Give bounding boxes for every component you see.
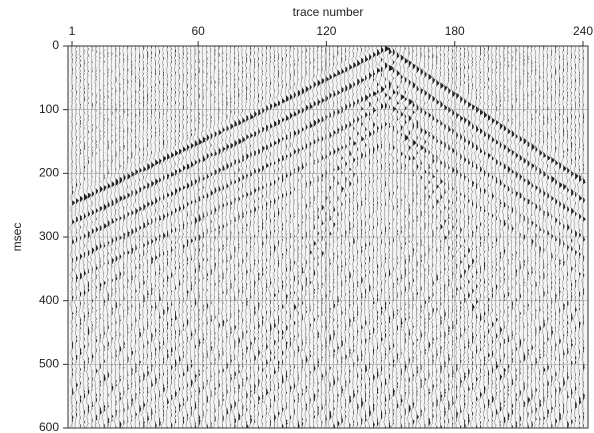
x-tick-label: 120 <box>316 24 336 38</box>
trace-fill <box>448 46 451 428</box>
trace-fill <box>507 46 511 428</box>
trace-fill <box>230 46 234 428</box>
x-tick-label: 1 <box>69 24 76 38</box>
trace-fill <box>242 46 246 428</box>
x-tick-label: 180 <box>445 24 465 38</box>
trace-fill <box>424 46 427 428</box>
trace-fill <box>91 46 95 428</box>
trace-fill <box>87 46 91 428</box>
trace-fill <box>428 46 432 428</box>
y-tick-label: 600 <box>39 420 59 433</box>
trace-fill <box>139 46 142 428</box>
trace-fill <box>353 46 356 428</box>
x-tick-label: 60 <box>191 24 205 38</box>
trace-fill <box>377 46 381 428</box>
trace-fill <box>270 46 273 428</box>
trace-fill <box>210 46 213 428</box>
y-tick-label: 200 <box>39 166 59 180</box>
trace-fill <box>432 46 436 428</box>
trace-fill <box>341 46 344 428</box>
trace-fill <box>531 46 535 428</box>
x-axis-title: trace number <box>293 5 364 19</box>
trace-fill <box>258 46 261 428</box>
trace-fill <box>412 46 417 428</box>
trace-fill <box>99 46 103 428</box>
trace-fill <box>575 46 578 428</box>
trace-fill <box>127 46 131 428</box>
trace-fill <box>262 46 265 428</box>
trace-fill <box>285 46 289 428</box>
plot-frame <box>67 45 589 429</box>
trace-fill <box>281 46 285 428</box>
trace-fill <box>238 46 242 428</box>
y-axis-title: msec <box>10 223 24 252</box>
trace-fill <box>234 46 237 428</box>
trace-fill <box>392 46 397 428</box>
trace-fill <box>178 46 182 428</box>
y-tick-label: 100 <box>39 102 59 116</box>
trace-fill <box>436 46 440 428</box>
trace-fill <box>495 46 499 428</box>
trace-fill <box>551 46 555 428</box>
trace-fill <box>464 46 467 428</box>
y-tick-label: 300 <box>39 229 59 243</box>
trace-fill <box>559 46 562 428</box>
trace-fill <box>349 46 352 428</box>
y-tick-label: 0 <box>52 38 59 52</box>
trace-fill <box>491 46 495 428</box>
x-tick-label: 240 <box>573 24 593 38</box>
trace-fill <box>571 46 574 428</box>
trace-fill <box>194 46 198 428</box>
trace-fill <box>468 46 472 428</box>
trace-fill <box>95 46 99 428</box>
trace-fill <box>329 46 332 428</box>
y-tick-label: 500 <box>39 357 59 371</box>
y-tick-label: 400 <box>39 293 59 307</box>
trace-fill <box>388 46 394 428</box>
trace-fill <box>226 46 229 428</box>
trace-fill <box>440 46 444 428</box>
trace-fill <box>567 46 570 428</box>
trace-fill <box>313 46 317 428</box>
trace-fill <box>487 46 491 428</box>
trace-fill <box>357 46 361 428</box>
trace-fill <box>167 46 170 428</box>
trace-fill <box>472 46 475 428</box>
